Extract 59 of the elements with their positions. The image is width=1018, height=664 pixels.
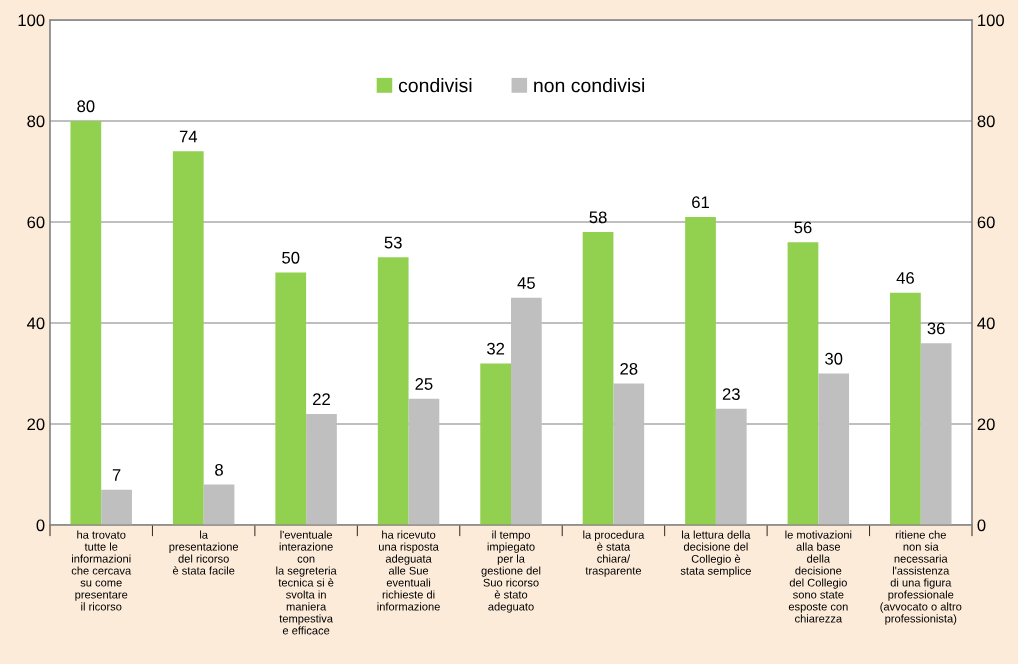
y-tick-label: 0: [36, 519, 45, 532]
data-label: 50: [282, 251, 300, 264]
data-label: 61: [692, 196, 709, 209]
bar: [685, 216, 716, 525]
data-label: 7: [112, 469, 121, 481]
data-label: 23: [722, 388, 740, 400]
y2-tick-label: 60: [977, 216, 995, 229]
category-label: l'eventuale interazione con la segreteria tecnica si è svolta in maniera tempestiva e efficace: [276, 530, 337, 635]
data-label: 45: [517, 277, 535, 289]
y-tick-label: 20: [27, 418, 45, 431]
bar: [408, 398, 440, 525]
legend-label: condivisi: [398, 78, 472, 93]
x-tick-label: ha trovato tutte le informazioni che cercava su come presentare il ricorso: [71, 530, 132, 611]
bar: [70, 121, 102, 525]
bar: [890, 292, 921, 525]
bar: [306, 413, 337, 525]
bar: [613, 383, 645, 525]
y2-tick-label: 0: [977, 519, 986, 532]
bar: [377, 257, 409, 525]
x-tick-label: le motivazioni alla base della decisione del Collegio sono state esposte con chiarezza: [785, 530, 852, 623]
bar: [203, 484, 235, 525]
x-tick-label: il tempo impiegato per la gestione del Suo ricorso è stato adeguato: [481, 530, 541, 613]
data-label: 80: [77, 100, 95, 113]
bar: [920, 343, 952, 525]
x-tick-label: ha ricevuto una risposta adeguata alle Sue eventuali richieste di informazione: [377, 530, 440, 611]
bar: [172, 151, 204, 525]
bar: [511, 297, 542, 525]
data-label: 53: [384, 236, 402, 249]
data-label: 8: [215, 463, 223, 476]
y-tick-label: 100: [18, 14, 45, 27]
data-label: 46: [896, 272, 914, 284]
y-tick-label: 80: [27, 115, 45, 128]
bar: [818, 373, 850, 525]
data-label: 30: [825, 352, 843, 365]
bar: [101, 489, 132, 525]
data-label: 58: [589, 211, 607, 224]
bar: [275, 272, 307, 525]
y2-tick-label: 80: [977, 115, 995, 128]
bar: [787, 242, 819, 525]
data-label: 36: [927, 322, 945, 335]
bar: [715, 408, 747, 525]
data-label: 74: [179, 130, 198, 143]
y2-tick-label: 20: [977, 418, 995, 431]
x-tick-label: la lettura della decisione del Collegio è stata semplice: [680, 530, 751, 577]
data-label: 22: [313, 393, 330, 405]
x-tick-label: la presentazione del ricorso è stata facile: [169, 530, 239, 575]
data-label: 28: [620, 362, 638, 375]
y2-tick-label: 100: [978, 14, 1005, 27]
y-tick-label: 40: [26, 317, 45, 330]
bar: [582, 232, 614, 525]
y2-tick-label: 40: [977, 317, 995, 330]
x-tick-label: la procedura è stata chiara/ trasparente: [583, 530, 645, 577]
data-label: 25: [415, 378, 433, 390]
legend-label: non condivisi: [534, 78, 645, 93]
data-label: 56: [794, 221, 812, 234]
bar: [480, 363, 511, 525]
data-label: 32: [487, 342, 505, 355]
y-tick-label: 60: [27, 216, 45, 229]
x-tick-label: ritiene che non sia necessaria l'assistenza di una figura professionale (avvocato o altro professionista): [880, 530, 962, 625]
